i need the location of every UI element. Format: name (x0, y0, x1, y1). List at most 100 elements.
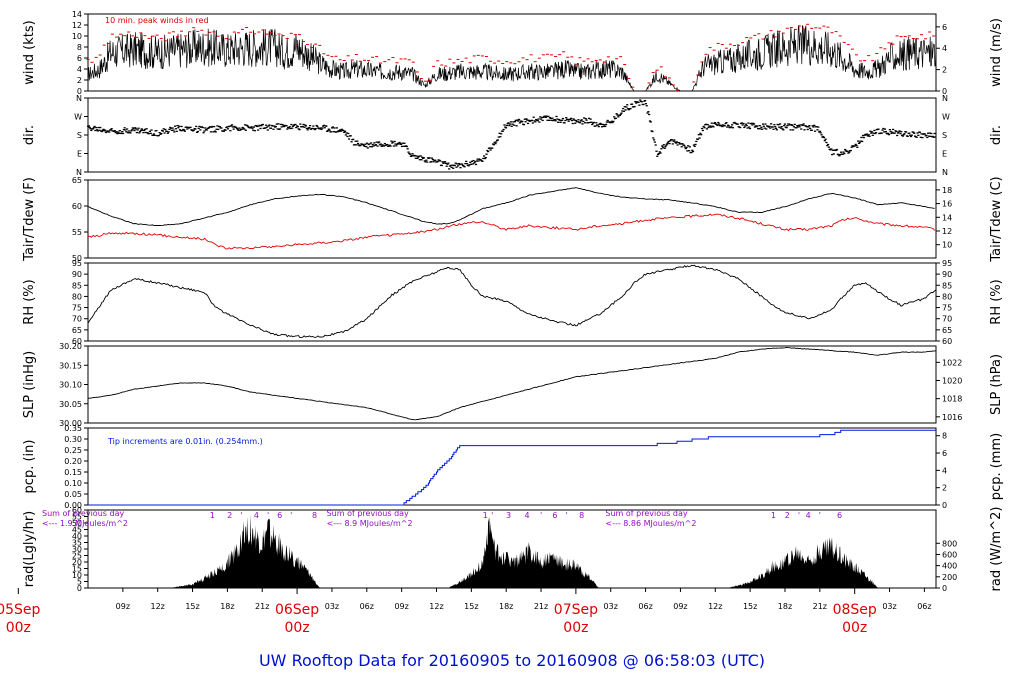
dir-point (95, 129, 99, 131)
dir-point (934, 136, 937, 138)
dir-point (644, 99, 647, 102)
dir-point (862, 136, 865, 139)
dir-point (169, 126, 172, 129)
dir-point (683, 144, 686, 146)
dir-point (209, 131, 212, 133)
dir-point (147, 132, 151, 135)
dir-point (543, 115, 547, 117)
dir-point (662, 144, 665, 146)
dir-point (841, 153, 844, 155)
dir-point (827, 146, 830, 148)
hour-marker: 4 (806, 511, 811, 520)
y-axis-label: dir. (22, 125, 37, 145)
y-tick-label: 0.20 (64, 457, 82, 466)
dir-point (139, 129, 143, 131)
dir-point (251, 127, 254, 129)
dir-point (656, 155, 659, 157)
dir-point (908, 132, 911, 134)
dir-point (163, 132, 166, 134)
series-tdew (87, 213, 936, 250)
dir-point (782, 129, 785, 131)
dir-point (912, 131, 915, 133)
y-tick-label: 30.00 (59, 419, 82, 428)
dir-point (116, 132, 119, 135)
dir-point (98, 129, 101, 131)
date-label: 07Sep (554, 602, 598, 618)
dir-point (898, 130, 901, 132)
dir-point (157, 134, 160, 137)
dir-point (638, 104, 641, 106)
y2-tick-label: 4 (942, 466, 947, 475)
x-tick-label: 18z (778, 602, 792, 611)
dir-point (279, 123, 282, 126)
dir-point (304, 125, 308, 127)
dir-point (649, 121, 652, 123)
dir-point (663, 147, 666, 150)
dir-point (117, 132, 121, 134)
dir-point (393, 140, 396, 143)
y-tick-label: E (77, 150, 82, 159)
dir-point (756, 125, 759, 127)
dir-point (548, 119, 551, 122)
dir-point (774, 126, 777, 128)
dir-point (712, 126, 715, 128)
dir-point (835, 148, 839, 151)
dir-point (830, 148, 833, 150)
dir-point (647, 111, 650, 113)
dir-point (509, 121, 513, 123)
dir-point (90, 129, 93, 132)
dir-point (510, 125, 513, 127)
dir-point (522, 124, 526, 126)
dir-point (718, 123, 721, 125)
dir-point (416, 157, 419, 159)
dir-point (551, 117, 554, 119)
dir-point (216, 125, 219, 127)
y-tick-label: N (76, 168, 82, 177)
dir-point (267, 125, 270, 127)
dir-point (189, 126, 192, 129)
dir-point (792, 129, 795, 131)
dir-point (900, 131, 903, 133)
dir-point (143, 128, 147, 131)
dir-point (97, 126, 100, 129)
dir-point (795, 127, 798, 129)
y2-tick-label: 2 (942, 484, 947, 493)
dir-point (527, 119, 530, 122)
dir-point (574, 119, 578, 122)
dir-point (700, 127, 704, 130)
dir-point (366, 147, 369, 149)
dir-point (720, 124, 723, 126)
hour-marker: 4 (254, 511, 259, 520)
y2-tick-label: 0 (942, 584, 947, 593)
dir-point (409, 153, 412, 155)
dir-point (651, 130, 654, 133)
dir-point (287, 127, 291, 129)
dir-point (470, 160, 474, 162)
dir-point (515, 125, 518, 127)
dir-point (238, 127, 241, 129)
dir-point (713, 121, 717, 124)
dir-point (432, 161, 435, 163)
dir-point (402, 145, 405, 147)
dir-point (472, 159, 475, 162)
dir-point (376, 145, 379, 147)
dir-point (486, 149, 489, 152)
dir-point (550, 119, 553, 121)
dir-point (130, 129, 134, 131)
dir-point (760, 126, 763, 128)
dir-point (312, 125, 315, 127)
dir-point (161, 130, 165, 132)
dir-point (469, 161, 472, 163)
dir-point (114, 131, 117, 134)
x-tick-label: 15z (743, 602, 757, 611)
dir-point (395, 143, 399, 145)
y-tick-label: 80 (72, 292, 82, 301)
dir-point (231, 126, 234, 128)
dir-point (288, 126, 291, 128)
x-tick-label: 15z (464, 602, 478, 611)
dir-point (420, 159, 423, 161)
dir-point (514, 119, 517, 122)
dir-point (818, 130, 822, 132)
dir-point (770, 123, 773, 125)
dir-point (881, 129, 884, 131)
